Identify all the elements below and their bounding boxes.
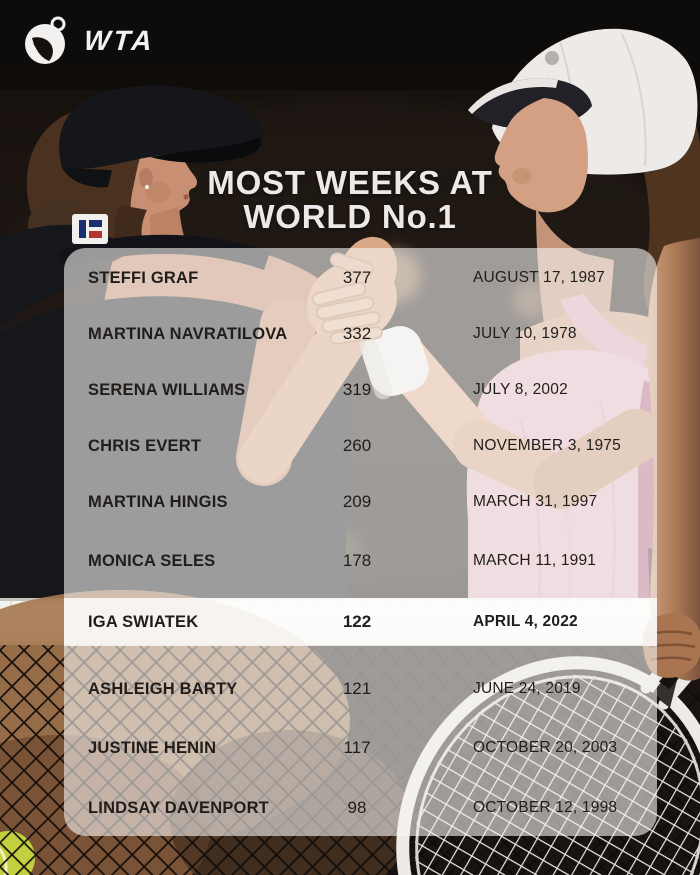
date-value: OCTOBER 20, 2003 [473,739,618,756]
weeks-value: 121 [342,679,372,698]
table-row: MARTINA NAVRATILOVA 332 JULY 10, 1978 [64,310,657,358]
table-row: JUSTINE HENIN 117 OCTOBER 20, 2003 [64,724,657,772]
player-name: MARTINA HINGIS [88,492,228,511]
player-name: LINDSAY DAVENPORT [88,798,269,817]
wta-logo-text: WTA [82,25,156,56]
date-value: AUGUST 17, 1987 [473,269,605,286]
weeks-value: 98 [347,798,367,817]
player-name: MONICA SELES [88,551,216,570]
weeks-value: 260 [342,436,372,455]
table-row: MONICA SELES 178 MARCH 11, 1991 [64,537,657,585]
weeks-value: 332 [342,324,372,343]
title-line-1: MOST WEEKS AT [207,164,493,201]
sponsor-patch [72,214,108,244]
page-title: MOST WEEKS AT WORLD No.1 [0,166,700,234]
player-name: IGA SWIATEK [88,612,199,631]
table-row: IGA SWIATEK 122 APRIL 4, 2022 [64,598,657,646]
weeks-value: 122 [342,612,372,631]
table-row: ASHLEIGH BARTY 121 JUNE 24, 2019 [64,665,657,713]
right-player-arm [643,238,700,681]
table-row: MARTINA HINGIS 209 MARCH 31, 1997 [64,478,657,526]
weeks-value: 117 [343,738,371,757]
wta-logo: WTA [18,12,158,70]
weeks-value: 377 [342,268,372,287]
table-row: CHRIS EVERT 260 NOVEMBER 3, 1975 [64,422,657,470]
date-value: MARCH 31, 1997 [473,493,598,510]
table-row: LINDSAY DAVENPORT 98 OCTOBER 12, 1998 [64,784,657,832]
player-name: JUSTINE HENIN [88,738,217,757]
date-value: MARCH 11, 1991 [473,552,597,569]
date-value: APRIL 4, 2022 [473,613,578,630]
weeks-value: 178 [342,551,372,570]
title-line-2: WORLD No.1 [243,198,457,235]
player-name: MARTINA NAVRATILOVA [88,324,288,343]
leaderboard-panel: STEFFI GRAF 377 AUGUST 17, 1987 MARTINA NAV… [64,248,657,836]
date-value: OCTOBER 12, 1998 [473,799,618,816]
weeks-value: 319 [342,380,372,399]
table-row: STEFFI GRAF 377 AUGUST 17, 1987 [64,254,657,302]
table-row: SERENA WILLIAMS 319 JULY 8, 2002 [64,366,657,414]
player-name: SERENA WILLIAMS [88,380,246,399]
player-name: ASHLEIGH BARTY [88,679,238,698]
date-value: JULY 8, 2002 [473,381,568,398]
wta-player-icon [25,16,66,64]
player-name: CHRIS EVERT [88,436,202,455]
weeks-value: 209 [342,492,372,511]
player-name: STEFFI GRAF [88,268,199,287]
date-value: JULY 10, 1978 [473,325,577,342]
date-value: JUNE 24, 2019 [473,680,581,697]
date-value: NOVEMBER 3, 1975 [473,437,621,454]
